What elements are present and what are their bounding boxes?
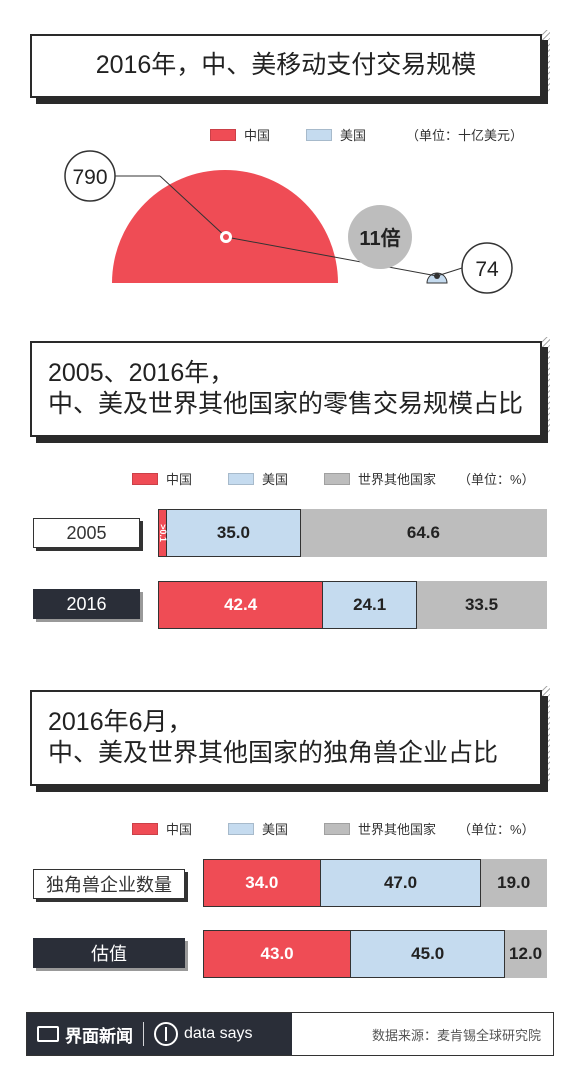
brand-logo-icon (37, 1026, 59, 1042)
s3-bar-china-1: 43.0 (203, 930, 352, 978)
section3-title-line2: 中、美及世界其他国家的独角兽企业占比 (48, 739, 499, 767)
legend-china: 中国 (210, 125, 270, 144)
s3-bar-other-0: 19.0 (481, 859, 547, 907)
s3-bar-china-0: 34.0 (203, 859, 321, 907)
section2-title-box: 2005、2016年， 中、美及世界其他国家的零售交易规模占比 (30, 337, 550, 437)
legend-usa: 美国 (228, 819, 288, 838)
ratio-label: 11倍 (359, 226, 400, 250)
row-label-valuation: 估值 (33, 938, 185, 968)
footer-brand: 界面新闻 data says (27, 1013, 292, 1055)
china-center-dot-inner (223, 234, 229, 240)
usa-center-dot (434, 273, 440, 279)
china-half-circle (112, 170, 338, 283)
row-label-unicorn-count: 独角兽企业数量 (33, 869, 185, 899)
s2-bar-other-1: 33.5 (417, 581, 547, 629)
legend-unit: （单位：十亿美元） (406, 128, 524, 143)
row-label-2016: 2016 (33, 589, 140, 619)
legend-china: 中国 (132, 819, 192, 838)
section2-title-line2: 中、美及世界其他国家的零售交易规模占比 (48, 390, 524, 418)
legend-usa: 美国 (306, 125, 366, 144)
s2-tiny-label-0: >0.1 (157, 524, 168, 542)
s2-bar-china-0: >0.1 (157, 509, 168, 557)
brand-data-says: data says (184, 1025, 253, 1042)
retail-bar-2016: 42.4 24.1 33.5 (158, 581, 547, 629)
unicorn-count-bar: 34.0 47.0 19.0 (203, 859, 547, 907)
usa-leader-line (436, 267, 463, 277)
section3-legend: 中国 美国 世界其他国家 （单位：%） (132, 819, 535, 838)
usa-value-bubble (461, 242, 513, 294)
s3-bar-other-1: 12.0 (505, 930, 547, 978)
ratio-bubble (348, 205, 412, 269)
s2-bar-other-0: 64.6 (300, 509, 547, 557)
section1-title-box: 2016年，中、美移动支付交易规模 (30, 30, 550, 98)
section3-title-box: 2016年6月， 中、美及世界其他国家的独角兽企业占比 (30, 686, 550, 786)
s3-bar-usa-1: 45.0 (351, 930, 506, 978)
connector-line (225, 236, 438, 277)
unicorn-valuation-bar: 43.0 45.0 12.0 (203, 930, 547, 978)
s2-bar-usa-0: 35.0 (167, 509, 301, 557)
legend-china: 中国 (132, 469, 192, 488)
footer: 界面新闻 data says 数据来源：麦肯锡全球研究院 (26, 1012, 554, 1056)
section1-legend: 中国 美国 （单位：十亿美元） (210, 125, 523, 144)
legend-unit: （单位：%） (458, 822, 535, 837)
s2-bar-usa-1: 24.1 (323, 581, 418, 629)
s3-bar-usa-0: 47.0 (320, 859, 482, 907)
legend-other: 世界其他国家 (324, 469, 436, 488)
data-says-icon (154, 1022, 178, 1046)
brand-name: 界面新闻 (65, 1026, 133, 1046)
legend-unit: （单位：%） (458, 472, 535, 487)
data-source: 数据来源：麦肯锡全球研究院 (371, 1027, 541, 1043)
section1-title: 2016年，中、美移动支付交易规模 (95, 51, 477, 80)
legend-usa: 美国 (228, 469, 288, 488)
china-value-label: 790 (72, 166, 107, 189)
china-leader-line-2 (159, 175, 227, 238)
section2-legend: 中国 美国 世界其他国家 （单位：%） (132, 469, 535, 488)
row-label-2005: 2005 (33, 518, 140, 548)
section2-title-line1: 2005、2016年， (48, 358, 235, 387)
retail-bar-2005: >0.1 35.0 64.6 (158, 509, 547, 557)
section3-title-line1: 2016年6月， (48, 707, 193, 736)
china-value-bubble (64, 150, 116, 202)
s2-bar-china-1: 42.4 (158, 581, 324, 629)
usa-value-label: 74 (475, 258, 499, 281)
legend-other: 世界其他国家 (324, 819, 436, 838)
mobile-payment-chart: 790 74 11倍 (64, 150, 513, 294)
